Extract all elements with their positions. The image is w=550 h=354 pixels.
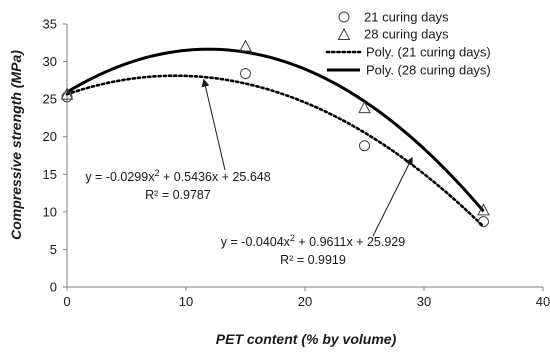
annotation-arrow [372, 156, 413, 237]
x-tick-label: 0 [63, 294, 70, 309]
data-point-21-days [359, 140, 370, 152]
equation-label: y = -0.0404x2 + 0.9611x + 25.929 [221, 233, 405, 249]
x-tick-label: 10 [179, 294, 193, 309]
data-point-21-days [478, 216, 489, 228]
data-point-21-days [240, 68, 251, 80]
y-tick-label: 10 [43, 204, 57, 219]
y-axis-title: Compressive strength (MPa) [8, 50, 24, 240]
y-tick-label: 35 [43, 17, 57, 32]
r-squared-label: R² = 0.9919 [280, 253, 346, 267]
x-axis-title: PET content (% by volume) [216, 331, 397, 347]
legend-marker-28-days [337, 27, 351, 40]
data-point-28-days [60, 87, 74, 100]
y-tick-label: 30 [43, 54, 57, 69]
tick-labels-group: 0 10 20 30 40 0 5 10 15 20 25 30 35 [43, 17, 550, 310]
r-squared-label: R² = 0.9787 [145, 188, 211, 202]
y-tick-label: 25 [43, 92, 57, 107]
x-tick-label: 20 [298, 294, 312, 309]
legend-label: Poly. (28 curing days) [366, 63, 491, 78]
x-tick-label: 40 [536, 294, 550, 309]
annotation-arrow [201, 78, 226, 171]
data-points-group [60, 39, 490, 228]
data-point-28-days [358, 101, 371, 114]
legend-label: 21 curing days [364, 10, 449, 25]
trendlines-group [65, 47, 485, 228]
legend: 21 curing days 28 curing days Poly. (21 cu… [325, 10, 491, 78]
legend-marker-21-days [338, 11, 350, 23]
legend-label: Poly. (21 curing days) [366, 45, 491, 60]
y-tick-label: 5 [50, 242, 57, 257]
annotations-group: y = -0.0299x2 + 0.5436x + 25.648 R² = 0.9… [85, 78, 413, 267]
equation-label: y = -0.0299x2 + 0.5436x + 25.648 [85, 168, 270, 184]
x-tick-label: 30 [417, 294, 431, 309]
data-point-28-days [239, 39, 252, 52]
data-point-21-days [61, 91, 73, 103]
legend-label: 28 curing days [364, 27, 449, 42]
y-tick-label: 0 [50, 280, 57, 295]
data-point-28-days [477, 203, 490, 216]
trendline-28-days [66, 47, 485, 213]
y-tick-label: 20 [43, 129, 57, 144]
trendline-21-days [65, 74, 485, 228]
y-tick-label: 15 [43, 167, 57, 182]
